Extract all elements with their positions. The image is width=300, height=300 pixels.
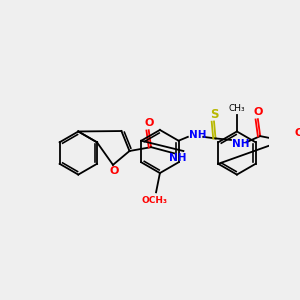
Text: CH₃: CH₃ [229,104,245,113]
Text: OCH₃: OCH₃ [142,196,167,205]
Text: O: O [144,118,153,128]
Text: O: O [109,166,119,176]
Text: S: S [210,108,218,121]
Text: O: O [295,128,300,138]
Text: NH: NH [169,153,187,163]
Text: O: O [253,107,262,117]
Text: NH: NH [232,139,250,149]
Text: NH: NH [189,130,207,140]
